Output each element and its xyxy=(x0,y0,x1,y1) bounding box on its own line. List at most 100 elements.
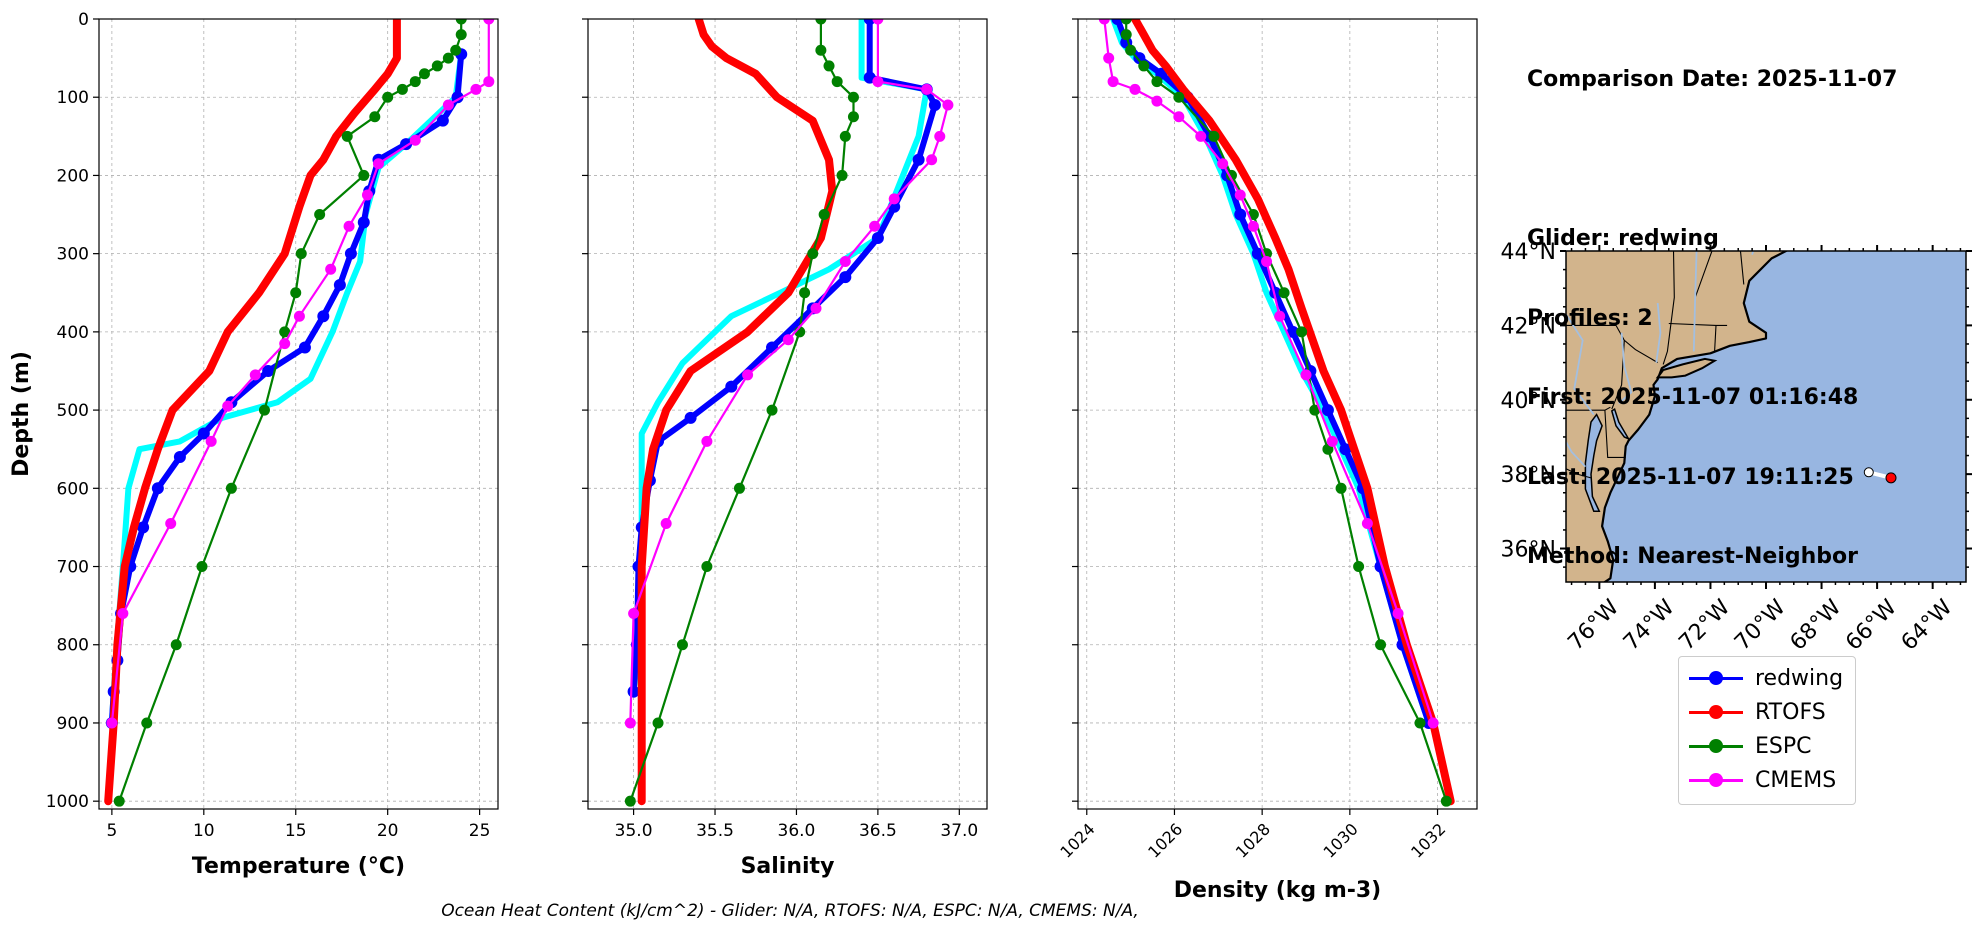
data-point-espc xyxy=(314,209,326,221)
x-tick-label: 1026 xyxy=(1144,819,1186,861)
data-point-espc xyxy=(733,482,745,494)
lat-tick-label: 44°N xyxy=(1501,240,1556,265)
data-point-cmems xyxy=(1392,607,1404,619)
lat-tick-label: 38°N xyxy=(1501,463,1556,488)
data-point-espc xyxy=(1375,639,1387,651)
data-point-redwing xyxy=(151,482,164,495)
legend-swatch-cmems xyxy=(1689,770,1747,790)
data-point-espc xyxy=(847,111,859,123)
series-group xyxy=(624,19,954,807)
data-point-espc xyxy=(836,169,848,181)
data-point-espc xyxy=(815,19,827,25)
series-group xyxy=(1098,19,1455,807)
data-point-redwing xyxy=(173,451,186,464)
lon-tick-label: 72°W xyxy=(1674,595,1735,656)
data-point-espc xyxy=(382,91,394,103)
legend-item-rtofs: RTOFS xyxy=(1689,697,1826,727)
y-tick-label: 1000 xyxy=(46,792,89,812)
data-point-redwing xyxy=(766,341,779,354)
legend-item-espc: ESPC xyxy=(1689,731,1812,761)
y-tick-label: 200 xyxy=(57,166,89,186)
data-point-cmems xyxy=(1326,435,1338,447)
data-point-espc xyxy=(141,717,153,729)
data-point-espc xyxy=(1120,19,1132,25)
data-point-cmems xyxy=(742,369,754,381)
data-point-espc xyxy=(799,287,811,299)
data-point-redwing xyxy=(839,271,852,284)
x-tick-label: 25 xyxy=(469,821,491,841)
data-point-cmems xyxy=(249,369,261,381)
axes-frame xyxy=(587,18,988,810)
lat-tick-label: 42°N xyxy=(1501,314,1556,339)
data-point-espc xyxy=(1138,60,1150,72)
data-point-espc xyxy=(847,91,859,103)
y-tick-label: 700 xyxy=(57,558,89,578)
data-point-espc xyxy=(396,83,408,95)
data-point-espc xyxy=(113,795,125,807)
series-line-redwing_secondary xyxy=(108,51,465,726)
y-tick-label: 0 xyxy=(78,10,89,30)
series-line-redwing xyxy=(108,51,465,726)
data-point-cmems xyxy=(361,189,373,201)
data-point-cmems xyxy=(1103,52,1115,64)
legend-item-cmems: CMEMS xyxy=(1689,765,1836,795)
state-border xyxy=(1714,325,1717,352)
data-point-espc xyxy=(225,482,237,494)
data-point-cmems xyxy=(1217,158,1229,170)
data-point-cmems xyxy=(921,83,933,95)
data-point-espc xyxy=(676,639,688,651)
state-border xyxy=(1566,468,1592,479)
data-point-cmems xyxy=(660,518,672,530)
data-point-espc xyxy=(1278,287,1290,299)
data-point-espc xyxy=(1296,326,1308,338)
profile-count: Profiles: 2 xyxy=(1527,305,1653,331)
data-point-redwing xyxy=(1286,325,1299,338)
river xyxy=(1618,332,1633,405)
lat-tick-label: 40°N xyxy=(1501,389,1556,414)
data-point-espc xyxy=(279,326,291,338)
data-point-redwing xyxy=(344,247,357,260)
legend-label-rtofs: RTOFS xyxy=(1755,699,1826,725)
glider-start-marker xyxy=(1863,467,1874,478)
series-line-redwing xyxy=(1114,19,1432,726)
data-point-cmems xyxy=(1173,111,1185,123)
data-point-cmems xyxy=(483,19,495,25)
bay xyxy=(1584,413,1603,513)
y-tick-label: 100 xyxy=(57,88,89,108)
axes-frame xyxy=(98,18,499,810)
data-point-espc xyxy=(701,561,713,573)
data-point-cmems xyxy=(372,158,384,170)
state-border xyxy=(1662,251,1675,365)
y-tick-label: 900 xyxy=(57,714,89,734)
data-point-espc xyxy=(1440,795,1452,807)
data-point-cmems xyxy=(222,400,234,412)
data-point-cmems xyxy=(442,99,454,111)
lon-tick-label: 64°W xyxy=(1897,595,1958,656)
data-point-espc xyxy=(1414,717,1426,729)
data-point-espc xyxy=(341,130,353,142)
data-point-espc xyxy=(1173,91,1185,103)
series-line-rtofs xyxy=(104,19,401,806)
data-point-cmems xyxy=(165,518,177,530)
data-point-cmems xyxy=(782,334,794,346)
bay xyxy=(1610,407,1631,441)
lon-tick-label: 66°W xyxy=(1841,595,1902,656)
data-point-espc xyxy=(431,60,443,72)
x-tick-label: 20 xyxy=(377,821,399,841)
data-point-espc xyxy=(839,130,851,142)
data-point-cmems xyxy=(325,263,337,275)
profile-panel: 35.0 35.5 36.0 36.5 37.0 Salinity xyxy=(582,18,988,879)
data-point-cmems xyxy=(293,310,305,322)
y-tick-label: 300 xyxy=(57,245,89,265)
data-point-cmems xyxy=(1274,310,1286,322)
data-point-cmems xyxy=(470,83,482,95)
data-point-cmems xyxy=(1234,189,1246,201)
data-point-redwing xyxy=(137,521,150,534)
data-point-cmems xyxy=(942,99,954,111)
data-point-espc xyxy=(831,76,843,88)
info-spacer xyxy=(1527,147,1897,174)
data-point-cmems xyxy=(1427,717,1439,729)
data-point-cmems xyxy=(839,255,851,267)
x-tick-label: 36.0 xyxy=(778,821,816,841)
